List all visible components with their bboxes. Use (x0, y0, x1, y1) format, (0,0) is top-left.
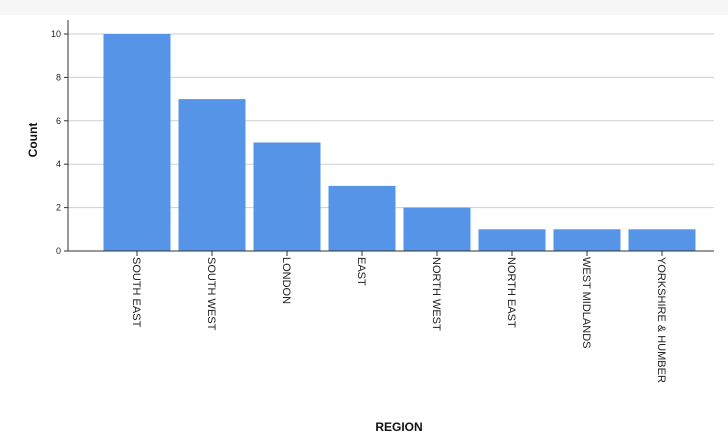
x-category-label: LONDON (280, 257, 292, 304)
x-axis-title: REGION (375, 420, 422, 434)
bars (103, 34, 696, 251)
x-category-label: NORTH WEST (430, 257, 442, 331)
y-axis-title: Count (26, 123, 40, 158)
x-category-labels: SOUTH EAST SOUTH WEST LONDON EAST NORTH WEST… (130, 251, 667, 383)
bar-south-east (103, 34, 171, 251)
bar-west-midlands (553, 229, 621, 251)
y-tick-label: 10 (51, 29, 61, 39)
bar-south-west (178, 99, 246, 251)
x-category-label: EAST (355, 257, 367, 286)
bar-yorkshire-humber (628, 229, 696, 251)
x-category-label: YORKSHIRE & HUMBER (655, 257, 667, 383)
y-tick-label: 6 (56, 116, 61, 126)
axes (67, 20, 714, 252)
bar-north-west (403, 207, 471, 251)
y-tick-labels: 0 2 4 6 8 10 (51, 29, 61, 256)
y-tick-label: 4 (56, 159, 61, 169)
y-tick-label: 2 (56, 203, 61, 213)
x-category-label: NORTH EAST (505, 257, 517, 328)
bar-north-east (478, 229, 546, 251)
x-category-label: SOUTH WEST (205, 257, 217, 331)
y-tick-label: 0 (56, 246, 61, 256)
x-category-label: SOUTH EAST (130, 257, 142, 328)
bar-london (253, 142, 321, 251)
top-band (0, 0, 728, 15)
x-category-label: WEST MIDLANDS (580, 257, 592, 348)
bar-east (328, 185, 396, 251)
y-tick-label: 8 (56, 72, 61, 82)
